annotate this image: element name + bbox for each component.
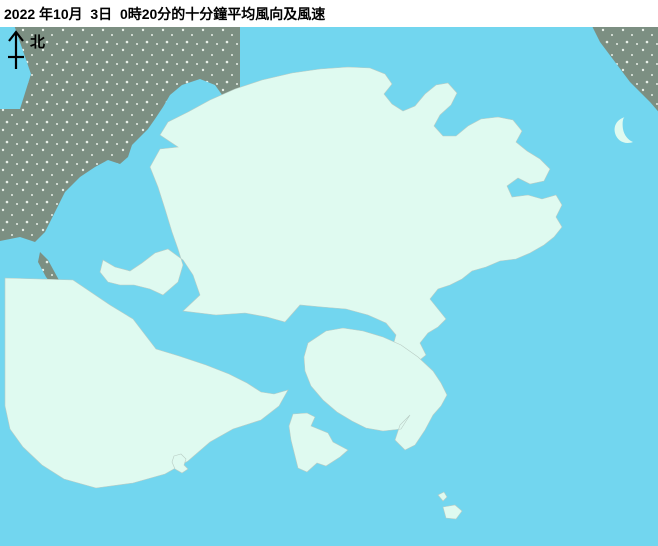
svg-text:北: 北 [30, 34, 45, 51]
